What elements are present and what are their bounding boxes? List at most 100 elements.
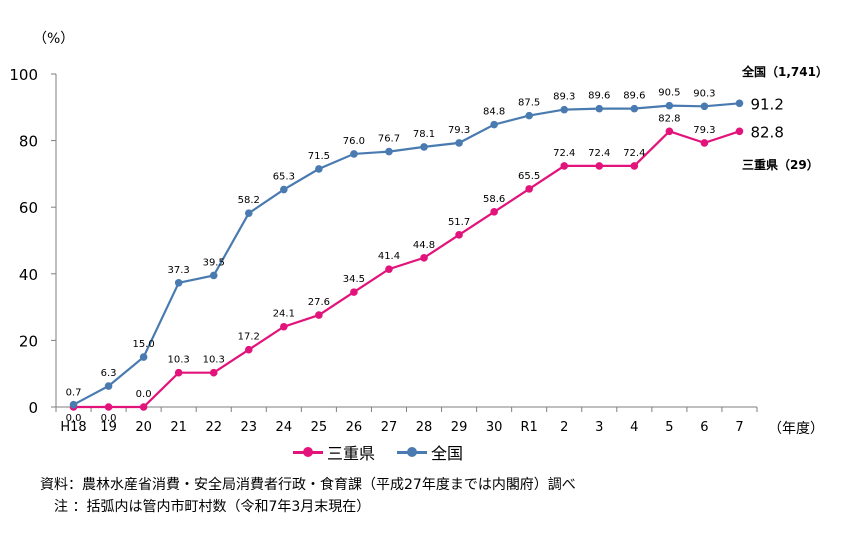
data-label-mie: 72.4 bbox=[553, 148, 575, 159]
data-label-national: 76.0 bbox=[343, 136, 365, 147]
data-point-national bbox=[735, 99, 744, 108]
data-point-national bbox=[630, 104, 639, 113]
data-point-mie bbox=[104, 403, 113, 411]
data-point-mie bbox=[665, 127, 674, 136]
data-point-mie bbox=[455, 231, 463, 239]
data-point-mie bbox=[139, 403, 148, 411]
legend-label-national: 全国 bbox=[431, 444, 464, 463]
data-label-national: 76.7 bbox=[378, 134, 400, 145]
series-lines bbox=[72, 102, 740, 409]
legend-item-mie: 三重県 bbox=[293, 440, 375, 464]
data-point-national bbox=[525, 111, 533, 120]
x-tick-label: 6 bbox=[700, 420, 708, 435]
data-point-mie bbox=[280, 322, 288, 331]
x-tick-label: 5 bbox=[665, 420, 673, 435]
data-label-national: 65.3 bbox=[273, 172, 295, 183]
data-label-national: 37.3 bbox=[168, 265, 190, 276]
series-line-national bbox=[72, 102, 740, 406]
x-tick-label: 2 bbox=[560, 420, 568, 435]
x-tick-label: 21 bbox=[170, 420, 187, 435]
x-tick-label: 23 bbox=[241, 420, 258, 435]
x-tick-label: 27 bbox=[381, 420, 398, 435]
data-point-national bbox=[350, 150, 358, 158]
data-label-national: 58.2 bbox=[238, 195, 260, 206]
data-label-mie: 82.8 bbox=[658, 113, 680, 124]
data-label-national: 15.0 bbox=[132, 339, 154, 350]
y-tick-label: 80 bbox=[19, 133, 38, 151]
data-point-national bbox=[560, 105, 569, 114]
series-end-label-national: 全国（1,741） bbox=[741, 64, 828, 79]
y-tick-label: 60 bbox=[19, 199, 38, 217]
x-tick-label: 26 bbox=[346, 420, 363, 435]
x-tick-label: 29 bbox=[451, 420, 468, 435]
x-tick-label: 30 bbox=[486, 420, 503, 435]
series-points bbox=[69, 99, 744, 411]
data-label-mie: 44.8 bbox=[413, 240, 435, 251]
x-axis-unit: （年度） bbox=[768, 421, 824, 437]
data-point-national bbox=[209, 271, 218, 280]
data-label-mie: 0.0 bbox=[136, 389, 152, 400]
data-label-national: 0.7 bbox=[66, 388, 82, 399]
data-point-national bbox=[665, 101, 674, 110]
data-point-national bbox=[595, 104, 604, 113]
x-tick-label: 28 bbox=[416, 420, 433, 435]
x-tick-label: 22 bbox=[205, 420, 222, 435]
data-point-national bbox=[490, 120, 498, 129]
data-label-mie: 58.6 bbox=[483, 194, 505, 205]
data-label-mie: 24.1 bbox=[273, 309, 295, 320]
footnote: 注 ：括弧内は管内市町村数（令和7年3月末現在） bbox=[40, 499, 371, 515]
data-label-mie: 41.4 bbox=[378, 251, 400, 262]
data-point-mie bbox=[630, 162, 639, 170]
data-point-mie bbox=[315, 311, 323, 319]
data-point-national bbox=[244, 209, 253, 217]
series-end-label-mie: 三重県（29） bbox=[742, 157, 819, 172]
data-point-mie bbox=[209, 368, 218, 377]
data-label-mie: 82.8 bbox=[750, 123, 783, 141]
series-line-mie bbox=[73, 130, 740, 409]
data-label-national: 39.5 bbox=[203, 257, 225, 268]
legend-swatch-mie bbox=[293, 445, 323, 459]
data-label-national: 89.6 bbox=[588, 91, 610, 102]
data-label-national: 78.1 bbox=[413, 129, 435, 140]
data-point-national bbox=[385, 147, 393, 156]
data-label-mie: 10.3 bbox=[203, 355, 225, 366]
data-point-mie bbox=[174, 368, 183, 377]
chart-axes bbox=[55, 74, 757, 408]
y-tick-label: 20 bbox=[19, 332, 38, 350]
data-point-national bbox=[174, 278, 183, 287]
y-tick-label: 40 bbox=[19, 266, 38, 284]
data-point-mie bbox=[735, 127, 744, 136]
x-tick-label: 19 bbox=[100, 420, 117, 435]
data-label-mie: 17.2 bbox=[238, 332, 260, 343]
data-label-national: 89.6 bbox=[623, 91, 645, 102]
source-note: 資料：農林水産省消費・安全局消費者行政・食育課（平成27年度までは内閣府）調べ bbox=[40, 477, 576, 493]
data-point-national bbox=[139, 353, 148, 361]
data-label-national: 6.3 bbox=[101, 368, 117, 379]
data-labels: 0.0 0.0 0.0 10.3 10.3 17.2 24.1 27.6 34.5 41.4 44.… bbox=[66, 64, 828, 424]
data-point-mie bbox=[525, 185, 533, 193]
y-tick-label: 100 bbox=[9, 66, 38, 84]
legend-label-mie: 三重県 bbox=[327, 444, 376, 463]
data-point-national bbox=[420, 143, 428, 151]
data-label-mie: 51.7 bbox=[448, 217, 470, 228]
x-tick-label: 7 bbox=[735, 420, 743, 435]
data-label-national: 87.5 bbox=[518, 98, 540, 109]
data-label-mie: 79.3 bbox=[693, 125, 715, 136]
data-label-national: 90.5 bbox=[658, 88, 680, 99]
data-label-mie: 0.0 bbox=[101, 413, 117, 424]
data-point-mie bbox=[700, 139, 709, 147]
x-tick-label: 20 bbox=[135, 420, 152, 435]
data-label-national: 71.5 bbox=[308, 151, 330, 162]
data-label-national: 91.2 bbox=[750, 95, 783, 113]
x-tick-label: R1 bbox=[521, 420, 538, 435]
data-point-national bbox=[700, 102, 709, 111]
y-tick-label: 0 bbox=[28, 399, 38, 417]
data-point-mie bbox=[420, 254, 428, 262]
legend-swatch-national bbox=[397, 445, 428, 459]
data-point-national bbox=[69, 400, 78, 409]
data-point-national bbox=[455, 139, 463, 147]
data-point-national bbox=[104, 382, 113, 390]
data-label-national: 90.3 bbox=[693, 88, 715, 99]
